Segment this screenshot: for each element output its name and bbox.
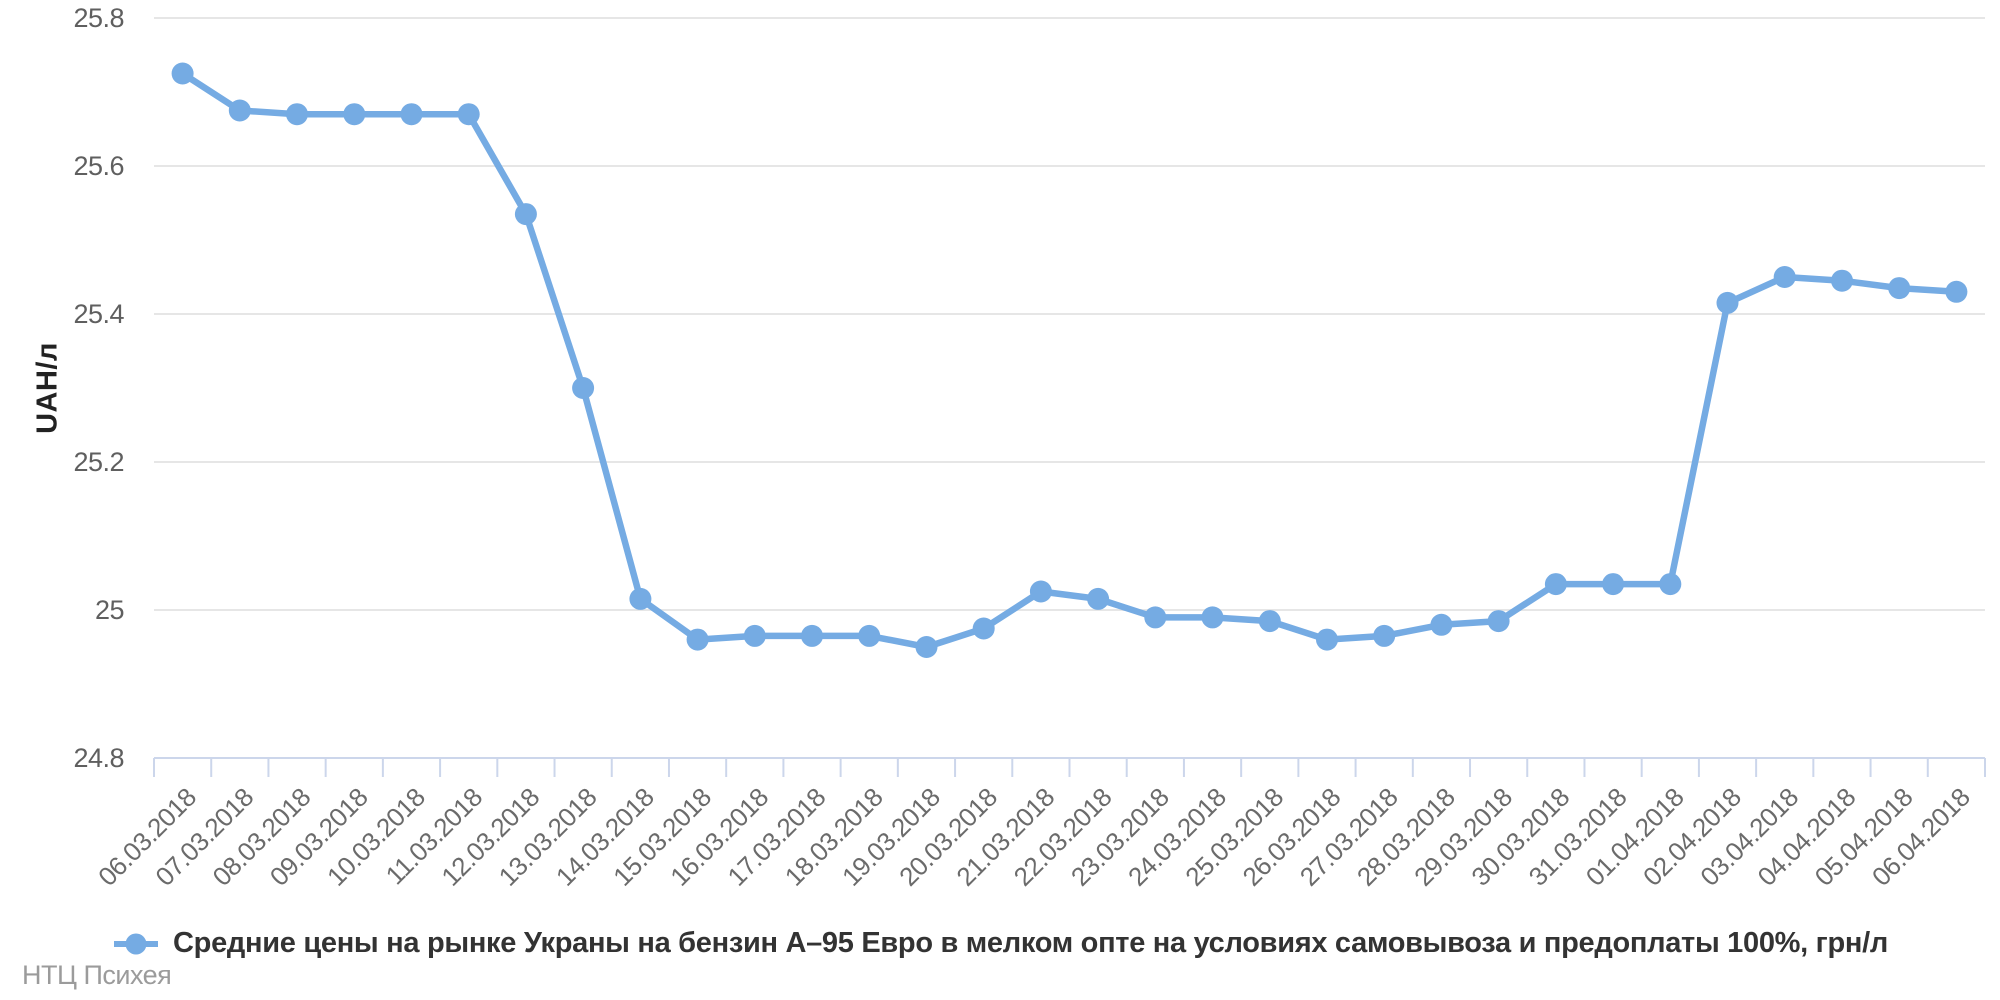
data-point-marker[interactable]: [858, 624, 881, 647]
data-point-marker[interactable]: [743, 624, 766, 647]
credits: НТЦ Психея: [22, 960, 172, 990]
y-axis-tick-label: 25: [95, 595, 124, 625]
data-point-marker[interactable]: [1316, 628, 1338, 651]
data-point-marker[interactable]: [343, 103, 366, 126]
data-point-marker[interactable]: [400, 103, 423, 126]
data-point-marker[interactable]: [1773, 266, 1796, 288]
legend-label: Средние цены на рынке Украны на бензин А…: [173, 927, 1888, 959]
data-point-marker[interactable]: [572, 377, 595, 399]
data-point-marker[interactable]: [1544, 573, 1567, 596]
data-point-marker[interactable]: [1945, 280, 1968, 303]
data-point-marker[interactable]: [457, 103, 480, 126]
y-axis-tick-label: 25.4: [73, 299, 124, 329]
data-point-marker[interactable]: [228, 99, 251, 122]
data-point-marker[interactable]: [1201, 606, 1224, 629]
data-point-marker[interactable]: [1716, 291, 1739, 314]
legend-item[interactable]: Средние цены на рынке Украны на бензин А…: [0, 927, 2000, 960]
data-point-marker[interactable]: [686, 628, 709, 651]
data-point-marker[interactable]: [1659, 573, 1682, 596]
data-point-marker[interactable]: [629, 587, 652, 610]
data-point-marker[interactable]: [1831, 269, 1853, 292]
data-point-marker[interactable]: [801, 624, 823, 647]
data-point-marker[interactable]: [1430, 613, 1453, 636]
data-point-marker[interactable]: [1144, 606, 1167, 629]
data-point-marker[interactable]: [915, 636, 938, 658]
data-point-marker[interactable]: [1373, 624, 1396, 647]
data-point-marker[interactable]: [1602, 573, 1625, 596]
data-point-marker[interactable]: [286, 103, 308, 126]
y-axis-tick-label: 25.2: [73, 447, 124, 477]
data-point-marker[interactable]: [1087, 587, 1110, 610]
data-point-marker[interactable]: [1029, 580, 1052, 603]
data-point-marker[interactable]: [171, 62, 194, 85]
series-line: [179, 70, 1960, 651]
y-axis-tick-label: 24.8: [73, 743, 124, 773]
data-point-marker[interactable]: [1258, 610, 1281, 633]
y-axis-tick-label: 25.8: [73, 3, 124, 33]
data-point-marker[interactable]: [972, 617, 995, 640]
data-point-marker[interactable]: [1487, 610, 1510, 633]
data-point-marker[interactable]: [514, 203, 537, 226]
legend-line-marker-icon: [114, 933, 159, 954]
y-axis-tick-label: 25.6: [73, 151, 124, 181]
data-point-marker[interactable]: [1888, 277, 1911, 300]
y-axis-title: UAH/л: [31, 342, 64, 434]
